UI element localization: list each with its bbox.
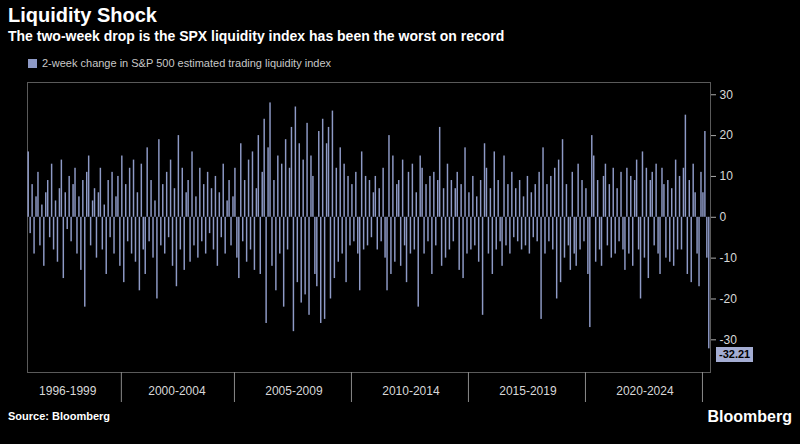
svg-text:2020-2024: 2020-2024 xyxy=(616,384,674,398)
svg-text:2010-2014: 2010-2014 xyxy=(382,384,440,398)
svg-text:-10: -10 xyxy=(720,251,738,265)
html-text:Liquidity Shock: Liquidity Shock xyxy=(8,4,157,26)
svg-text:30: 30 xyxy=(720,88,734,102)
svg-text:2005-2009: 2005-2009 xyxy=(265,384,323,398)
svg-text:0: 0 xyxy=(720,210,727,224)
svg-text:1996-1999: 1996-1999 xyxy=(39,384,97,398)
svg-text:20: 20 xyxy=(720,128,734,142)
html-text:The two-week drop is the SPX l: The two-week drop is the SPX liquidity i… xyxy=(8,28,505,44)
html-text:2-week change in S&P 500 estim: 2-week change in S&P 500 estimated tradi… xyxy=(42,57,331,69)
svg-text:2000-2004: 2000-2004 xyxy=(148,384,206,398)
svg-text:10: 10 xyxy=(720,169,734,183)
html-text:Bloomberg: Bloomberg xyxy=(707,408,792,425)
html-text:-32.21: -32.21 xyxy=(719,348,751,361)
svg-text:2015-2019: 2015-2019 xyxy=(499,384,557,398)
html-text:Source: Bloomberg: Source: Bloomberg xyxy=(8,410,111,422)
svg-text:-20: -20 xyxy=(720,292,738,306)
svg-text:-30: -30 xyxy=(720,333,738,347)
